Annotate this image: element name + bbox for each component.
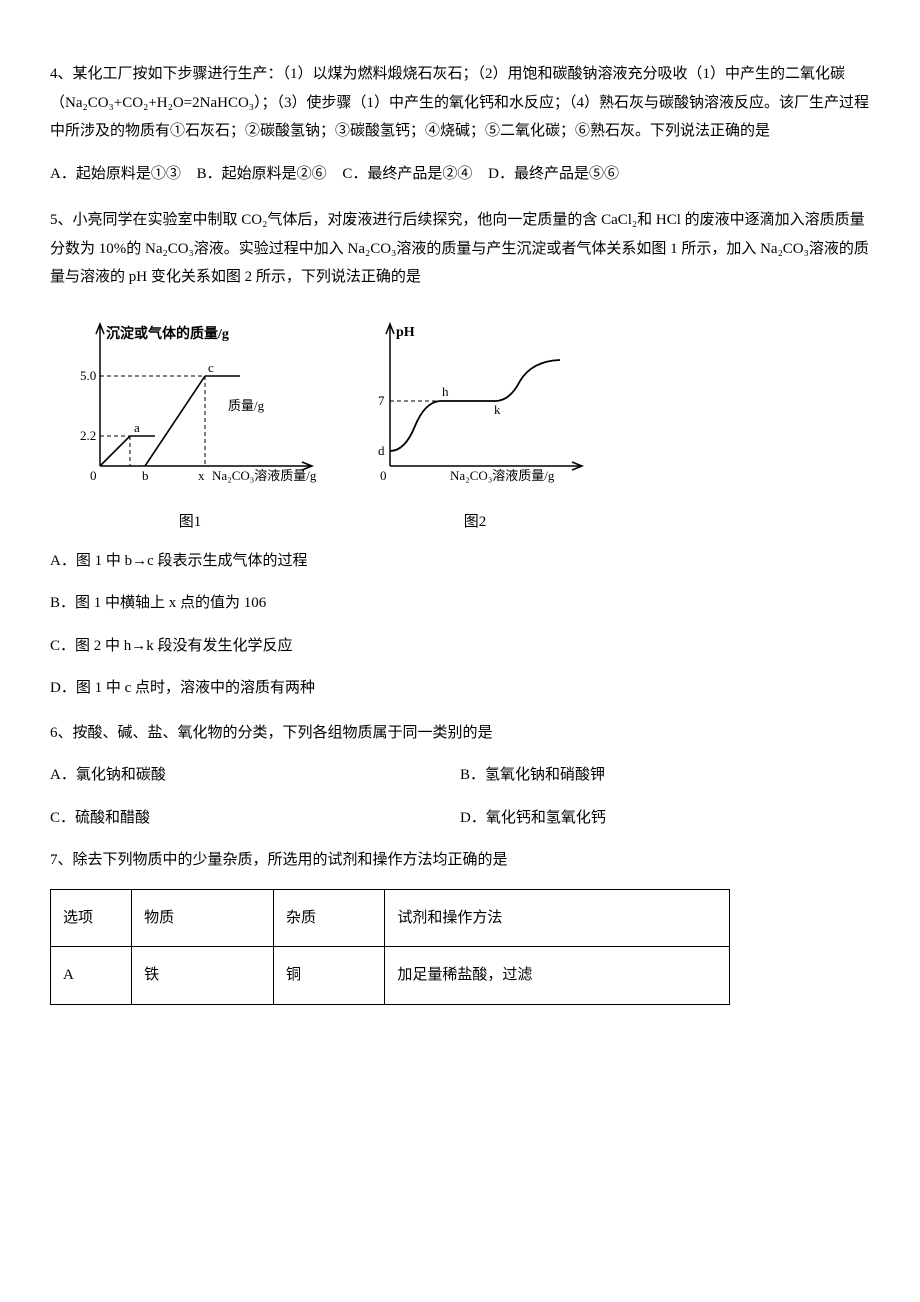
chart1-svg: 沉淀或气体的质量/g 5.0 2.2 a c 质量/g 0 b x Na₂CO₃… (60, 306, 320, 496)
q4-options: A．起始原料是①③ B．起始原料是②⑥ C．最终产品是②④ D．最终产品是⑤⑥ (50, 160, 870, 189)
q5-optB: B．图 1 中横轴上 x 点的值为 106 (50, 589, 870, 618)
table-header-row: 选项 物质 杂质 试剂和操作方法 (51, 889, 730, 947)
q7-stem: 7、除去下列物质中的少量杂质，所选用的试剂和操作方法均正确的是 (50, 846, 870, 875)
th-option: 选项 (51, 889, 132, 947)
q6-options: A．氯化钠和碳酸 B．氢氧化钠和硝酸钾 C．硫酸和醋酸 D．氧化钙和氢氧化钙 (50, 761, 870, 846)
chart2-svg: pH 7 d h k 0 Na₂CO₃溶液质量/g (360, 306, 590, 496)
q5-optC: C．图 2 中 h→k 段没有发生化学反应 (50, 632, 870, 661)
q7-table: 选项 物质 杂质 试剂和操作方法 A 铁 铜 加足量稀盐酸，过滤 (50, 889, 730, 1005)
cell-method: 加足量稀盐酸，过滤 (385, 947, 730, 1005)
q6-stem: 6、按酸、碱、盐、氧化物的分类，下列各组物质属于同一类别的是 (50, 719, 870, 748)
q5-options: A．图 1 中 b→c 段表示生成气体的过程 B．图 1 中横轴上 x 点的值为… (50, 547, 870, 703)
chart1-xlabel: Na₂CO₃溶液质量/g (212, 468, 317, 483)
q4-optA: A．起始原料是①③ (50, 166, 181, 182)
q5-optA: A．图 1 中 b→c 段表示生成气体的过程 (50, 547, 870, 576)
q6-optD: D．氧化钙和氢氧化钙 (460, 804, 870, 833)
q5-optD: D．图 1 中 c 点时，溶液中的溶质有两种 (50, 674, 870, 703)
chart2-xlabel: Na₂CO₃溶液质量/g (450, 468, 555, 483)
chart2-mark-k: k (494, 402, 501, 417)
th-method: 试剂和操作方法 (385, 889, 730, 947)
q5-charts: 沉淀或气体的质量/g 5.0 2.2 a c 质量/g 0 b x Na₂CO₃… (60, 306, 870, 537)
chart1-mark-x: x (198, 468, 205, 483)
chart2-wrap: pH 7 d h k 0 Na₂CO₃溶液质量/g 图2 (360, 306, 590, 537)
chart2-ylabel: pH (396, 325, 415, 340)
q5-stem: 5、小亮同学在实验室中制取 CO₂气体后，对废液进行后续探究，他向一定质量的含 … (50, 206, 870, 292)
chart2-mark-h: h (442, 384, 449, 399)
chart1-mark-a: a (134, 420, 140, 435)
chart2-ytick-7: 7 (378, 393, 385, 408)
chart1-caption: 图1 (60, 508, 320, 537)
chart2-mark-d: d (378, 443, 385, 458)
chart1-ytick-5: 5.0 (80, 368, 96, 383)
chart1-ytick-2: 2.2 (80, 428, 96, 443)
th-impurity: 杂质 (273, 889, 384, 947)
chart1-0: 0 (90, 468, 97, 483)
chart1-mass-label: 质量/g (228, 398, 265, 413)
chart1-mark-c: c (208, 360, 214, 375)
cell-impurity: 铜 (273, 947, 384, 1005)
q6-optC: C．硫酸和醋酸 (50, 804, 460, 833)
table-row: A 铁 铜 加足量稀盐酸，过滤 (51, 947, 730, 1005)
chart2-0: 0 (380, 468, 387, 483)
q4-optC: C．最终产品是②④ (342, 166, 472, 182)
q4-optD: D．最终产品是⑤⑥ (488, 166, 619, 182)
chart1-mark-b: b (142, 468, 149, 483)
th-substance: 物质 (132, 889, 274, 947)
q4-optB: B．起始原料是②⑥ (197, 166, 327, 182)
cell-substance: 铁 (132, 947, 274, 1005)
chart2-caption: 图2 (360, 508, 590, 537)
q4-stem: 4、某化工厂按如下步骤进行生产：（1）以煤为燃料煅烧石灰石；（2）用饱和碳酸钠溶… (50, 60, 870, 146)
chart1-wrap: 沉淀或气体的质量/g 5.0 2.2 a c 质量/g 0 b x Na₂CO₃… (60, 306, 320, 537)
chart1-ylabel: 沉淀或气体的质量/g (106, 325, 229, 342)
cell-option: A (51, 947, 132, 1005)
q6-optB: B．氢氧化钠和硝酸钾 (460, 761, 870, 790)
q6-optA: A．氯化钠和碳酸 (50, 761, 460, 790)
